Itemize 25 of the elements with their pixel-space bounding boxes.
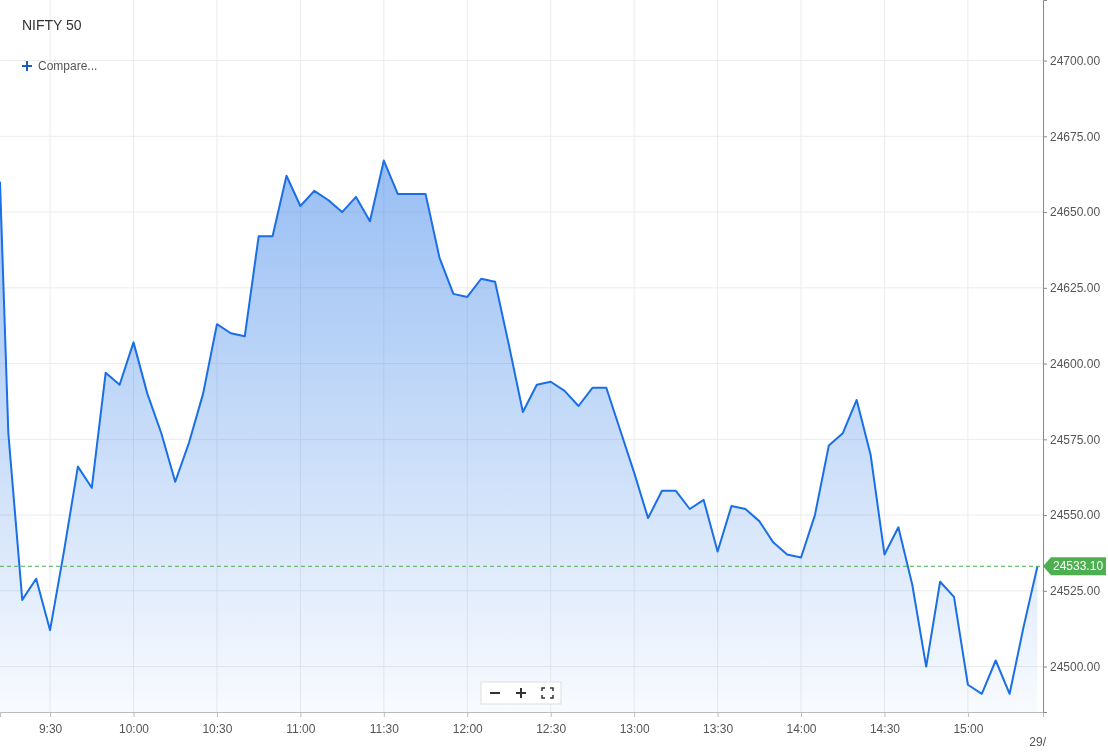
text: NIFTY 50: [22, 17, 82, 33]
annotation: Compare...: [38, 59, 98, 73]
y-tick-label: 24575.00: [1050, 432, 1101, 447]
x-tick-label: 15:00: [953, 722, 984, 737]
y-tick-label: 24500.00: [1050, 659, 1101, 674]
x-tick-label: 13:30: [703, 722, 734, 737]
ref-line-label: 24533.10: [1053, 559, 1104, 574]
x-tick-label: 9:30: [38, 722, 63, 737]
x-tick-label: 12:00: [452, 722, 484, 737]
y-tick-label: 24650.00: [1050, 205, 1101, 220]
y-tick-label: 24600.00: [1050, 356, 1101, 371]
x-tick-label: 12:30: [536, 722, 567, 737]
x-tick-label: 10:00: [118, 722, 150, 737]
y-tick-label: 24550.00: [1050, 508, 1101, 523]
y-tick-label: 24675.00: [1050, 129, 1101, 144]
x-tick-label: 14:30: [869, 722, 901, 737]
x-tick-label: 11:00: [286, 722, 316, 737]
y-tick-label: 24525.00: [1050, 584, 1101, 599]
y-tick-label: 24625.00: [1050, 281, 1101, 296]
x-tick-label: 10:30: [202, 722, 233, 737]
x-tick-label: 11:30: [369, 722, 400, 737]
x-tick-label: 14:00: [786, 722, 817, 737]
x-tick-label: 13:00: [619, 722, 650, 737]
text: 29/: [1029, 735, 1047, 749]
y-tick-label: 24700.00: [1050, 53, 1101, 68]
